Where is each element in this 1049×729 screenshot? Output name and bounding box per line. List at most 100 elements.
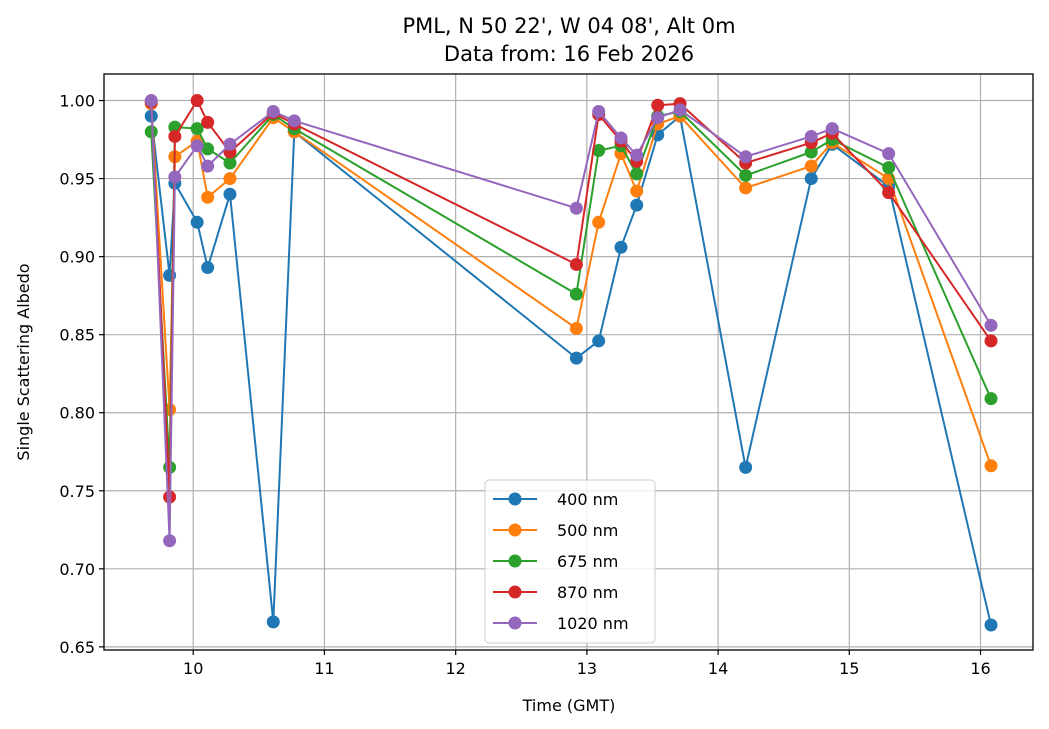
- legend-label: 400 nm: [557, 490, 618, 509]
- data-point: [201, 190, 215, 204]
- data-point: [569, 257, 583, 271]
- y-tick-label: 0.65: [59, 638, 95, 657]
- data-point: [569, 321, 583, 335]
- data-point: [569, 287, 583, 301]
- data-point: [673, 103, 687, 117]
- data-point: [144, 125, 158, 139]
- data-point: [804, 159, 818, 173]
- series-500-nm: [144, 97, 998, 473]
- data-point: [984, 334, 998, 348]
- data-point: [984, 459, 998, 473]
- data-point: [804, 172, 818, 186]
- series-line: [150, 99, 992, 498]
- x-tick-label: 14: [708, 659, 728, 678]
- y-axis: 0.65 0.70 0.75 0.80 0.85 0.90 0.95 1.00: [59, 92, 104, 657]
- series-line: [150, 110, 992, 469]
- data-point: [592, 143, 606, 157]
- data-point: [266, 104, 280, 118]
- data-point: [739, 181, 753, 195]
- legend-marker: [508, 492, 522, 506]
- data-point: [739, 168, 753, 182]
- data-point: [614, 240, 628, 254]
- data-point: [984, 392, 998, 406]
- data-point: [201, 159, 215, 173]
- data-point: [739, 150, 753, 164]
- data-point: [163, 534, 177, 548]
- legend-label: 675 nm: [557, 552, 618, 571]
- legend-item: 400 nm: [493, 490, 618, 509]
- data-point: [592, 334, 606, 348]
- legend-item: 1020 nm: [493, 614, 629, 633]
- legend-marker: [508, 554, 522, 568]
- data-point: [569, 351, 583, 365]
- data-point: [739, 460, 753, 474]
- y-tick-label: 0.70: [59, 560, 95, 579]
- legend-item: 870 nm: [493, 583, 618, 602]
- data-point: [223, 172, 237, 186]
- y-tick-label: 0.95: [59, 170, 95, 189]
- data-point: [804, 129, 818, 143]
- data-point: [168, 170, 182, 184]
- data-point: [223, 156, 237, 170]
- y-tick-label: 1.00: [59, 92, 95, 111]
- data-point: [804, 145, 818, 159]
- data-point: [651, 111, 665, 125]
- data-point: [825, 122, 839, 136]
- y-tick-label: 0.75: [59, 482, 95, 501]
- x-axis-label: Time (GMT): [522, 696, 616, 715]
- legend-item: 675 nm: [493, 552, 618, 571]
- series-1020-nm: [144, 94, 998, 548]
- series-870-nm: [144, 94, 998, 504]
- data-point: [592, 215, 606, 229]
- x-tick-label: 11: [314, 659, 334, 678]
- data-point: [190, 94, 204, 108]
- data-point: [201, 261, 215, 275]
- data-point: [984, 618, 998, 632]
- x-tick-label: 16: [970, 659, 990, 678]
- chart-title: PML, N 50 22', W 04 08', Alt 0m: [402, 14, 735, 38]
- series-line: [150, 103, 992, 467]
- y-axis-label: Single Scattering Albedo: [14, 263, 33, 460]
- data-point: [882, 147, 896, 161]
- data-point: [592, 104, 606, 118]
- data-point: [223, 137, 237, 151]
- data-point: [223, 187, 237, 201]
- x-tick-label: 15: [839, 659, 859, 678]
- legend-marker: [508, 585, 522, 599]
- x-axis: 10 11 12 13 14 15 16: [183, 650, 991, 678]
- data-point: [144, 94, 158, 108]
- data-point: [630, 198, 644, 212]
- y-tick-label: 0.90: [59, 248, 95, 267]
- data-point: [984, 318, 998, 332]
- legend-marker: [508, 523, 522, 537]
- data-point: [651, 98, 665, 112]
- data-point: [287, 114, 301, 128]
- data-point: [201, 142, 215, 156]
- data-point: [882, 161, 896, 175]
- legend-label: 870 nm: [557, 583, 618, 602]
- plot-frame: [103, 73, 1034, 651]
- data-point: [882, 186, 896, 200]
- legend-item: 500 nm: [493, 521, 618, 540]
- series-layer: [144, 94, 998, 632]
- x-tick-label: 12: [445, 659, 465, 678]
- data-point: [569, 201, 583, 215]
- data-point: [630, 148, 644, 162]
- data-point: [190, 122, 204, 136]
- y-tick-label: 0.80: [59, 404, 95, 423]
- legend-label: 1020 nm: [557, 614, 629, 633]
- data-point: [630, 167, 644, 181]
- chart-subtitle: Data from: 16 Feb 2026: [444, 42, 694, 66]
- data-point: [190, 215, 204, 229]
- data-point: [168, 129, 182, 143]
- legend: 400 nm 500 nm 675 nm 870 nm 1020 nm: [484, 479, 656, 644]
- data-point: [201, 115, 215, 129]
- legend-label: 500 nm: [557, 521, 618, 540]
- y-tick-label: 0.85: [59, 326, 95, 345]
- x-tick-label: 13: [577, 659, 597, 678]
- data-point: [614, 131, 628, 145]
- data-point: [266, 615, 280, 629]
- legend-box: [484, 479, 656, 644]
- x-tick-label: 10: [183, 659, 203, 678]
